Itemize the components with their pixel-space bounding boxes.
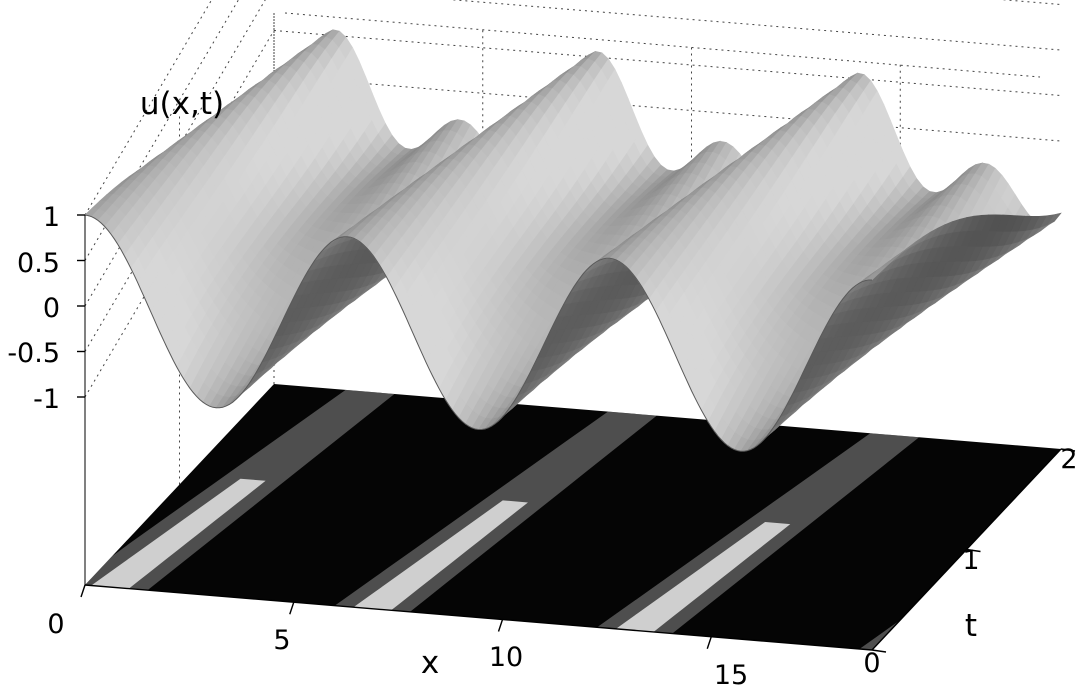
y-tick-label: 2	[1060, 444, 1077, 475]
x-tick	[706, 636, 712, 649]
x-axis-label: x	[421, 645, 439, 681]
axes	[77, 214, 1076, 653]
floor-stripes	[85, 389, 1061, 650]
x-tick-label: 15	[714, 660, 748, 691]
grid-line	[273, 30, 1062, 96]
grid-line	[449, 0, 1062, 51]
floor-stripe-core	[615, 522, 791, 632]
t-tick	[1060, 448, 1076, 452]
floor-stripe-core	[353, 500, 528, 611]
x-tick	[80, 584, 86, 598]
surface-front-edge	[84, 214, 872, 452]
x-axis-line	[84, 584, 873, 651]
z-tick-label: -0.5	[7, 338, 60, 369]
z-tick-labels: 1 0.5 0 -0.5 -1	[7, 202, 60, 415]
y-tick-label: 0	[863, 648, 880, 679]
t-axis-label: t	[965, 608, 977, 644]
floor-plane	[85, 384, 1061, 650]
grid-line	[284, 12, 1041, 78]
x-tick-label: 10	[489, 642, 523, 673]
x-tick-labels: 0 5 10 15	[47, 609, 748, 691]
grid-line	[273, 75, 1062, 142]
z-tick-label: 0.5	[17, 248, 60, 279]
grid-line	[84, 0, 213, 216]
x-tick-label: 5	[273, 625, 290, 656]
z-tick-label: 0	[43, 293, 60, 324]
z-tick-label: -1	[33, 384, 60, 415]
y-tick-labels: 0 1 2	[863, 444, 1077, 679]
z-tick-label: 1	[43, 202, 60, 233]
floor-contour	[85, 384, 1061, 650]
x-tick-label: 0	[47, 609, 64, 640]
grid-line	[1000, 0, 1062, 5]
floor-stripe-core	[91, 478, 266, 589]
y-tick-label: 1	[962, 545, 979, 576]
x-tick	[497, 619, 504, 632]
surface-mesh	[84, 29, 1062, 452]
t-tick	[871, 649, 887, 653]
t-tick	[966, 548, 981, 553]
z-axis-label: u(x,t)	[140, 86, 224, 122]
x-tick	[289, 602, 295, 615]
grid-line	[84, 0, 239, 261]
